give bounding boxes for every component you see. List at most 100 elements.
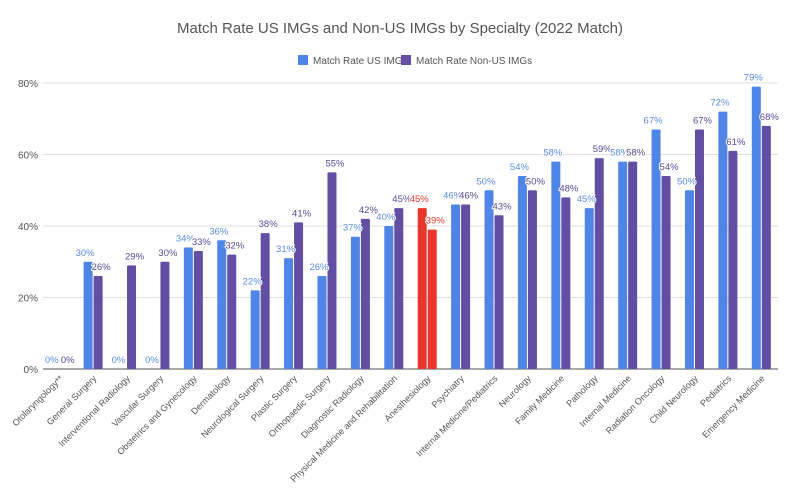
data-label: 46% xyxy=(443,191,463,202)
legend-swatch-non-us xyxy=(401,55,411,65)
data-label: 42% xyxy=(359,205,379,216)
chart-title: Match Rate US IMGs and Non-US IMGs by Sp… xyxy=(177,20,623,37)
data-label: 67% xyxy=(693,115,713,126)
data-label: 58% xyxy=(543,148,563,159)
x-tick-label: Pediatrics xyxy=(698,373,733,408)
legend: Match Rate US IMGs Match Rate Non-US IMG… xyxy=(298,55,532,67)
y-tick-label: 20% xyxy=(18,294,38,305)
data-label: 67% xyxy=(644,115,664,126)
bar-us xyxy=(183,247,193,369)
data-label: 59% xyxy=(593,144,613,155)
data-label: 61% xyxy=(726,137,746,148)
data-label: 72% xyxy=(710,98,730,109)
bar-non-us xyxy=(193,251,203,369)
bar-us xyxy=(618,161,628,369)
data-label: 37% xyxy=(343,223,363,234)
data-label: 58% xyxy=(610,148,630,159)
data-label: 50% xyxy=(477,176,497,187)
bar-us xyxy=(284,258,294,369)
x-tick-label: Diagnostic Radiology xyxy=(299,373,366,440)
x-tick-label: Radiation Oncology xyxy=(604,373,667,436)
data-label: 58% xyxy=(626,148,646,159)
data-label: 79% xyxy=(744,73,764,84)
bar-non-us xyxy=(327,172,337,369)
data-label: 45% xyxy=(392,194,412,205)
bar-non-us xyxy=(394,208,404,369)
bar-us xyxy=(384,226,394,369)
y-tick-label: 60% xyxy=(18,151,38,162)
bar-non-us xyxy=(694,129,704,369)
bar-non-us xyxy=(427,229,437,369)
bar-us xyxy=(451,204,461,369)
bar-us xyxy=(350,236,360,369)
data-label: 68% xyxy=(760,112,780,123)
bar-non-us xyxy=(527,190,537,369)
data-label: 36% xyxy=(209,226,229,237)
bar-us xyxy=(484,190,494,369)
data-label: 40% xyxy=(376,212,396,223)
data-label: 34% xyxy=(176,233,196,244)
data-label: 54% xyxy=(510,162,530,173)
data-label: 29% xyxy=(125,251,145,262)
data-label: 45% xyxy=(410,194,430,205)
data-label: 45% xyxy=(577,194,597,205)
x-tick-label: Emergency Medicine xyxy=(700,373,767,440)
bar-non-us xyxy=(761,125,771,370)
data-label: 0% xyxy=(45,355,59,366)
data-label: 38% xyxy=(259,219,279,230)
bar-us xyxy=(551,161,561,369)
y-tick-label: 0% xyxy=(24,365,39,376)
data-label: 30% xyxy=(76,248,96,259)
bar-non-us xyxy=(260,233,270,369)
data-label: 0% xyxy=(112,355,126,366)
data-label: 32% xyxy=(225,241,245,252)
bar-us xyxy=(250,290,260,369)
y-tick-label: 80% xyxy=(18,79,38,90)
bar-us xyxy=(317,276,327,369)
data-label: 50% xyxy=(677,176,697,187)
bar-non-us xyxy=(728,150,738,369)
data-label: 46% xyxy=(459,191,479,202)
bar-us xyxy=(651,129,661,369)
data-label: 33% xyxy=(192,237,212,248)
bar-non-us xyxy=(127,265,137,369)
data-label: 54% xyxy=(660,162,680,173)
x-tick-label: Neurological Surgery xyxy=(199,373,266,440)
data-label: 43% xyxy=(493,201,513,212)
data-label: 55% xyxy=(325,158,345,169)
data-label: 22% xyxy=(243,276,263,287)
bar-non-us xyxy=(594,158,604,369)
bar-non-us xyxy=(628,161,638,369)
bar-us xyxy=(83,261,93,369)
data-label: 0% xyxy=(145,355,159,366)
legend-label-non-us: Match Rate Non-US IMGs xyxy=(416,56,532,67)
bar-us xyxy=(417,208,427,369)
bar-us xyxy=(684,190,694,369)
bar-us xyxy=(718,111,728,369)
bar-us xyxy=(751,86,761,369)
legend-swatch-us xyxy=(298,55,308,65)
bar-us xyxy=(517,175,527,369)
legend-label-us: Match Rate US IMGs xyxy=(313,56,407,67)
data-label: 41% xyxy=(292,208,312,219)
data-label: 26% xyxy=(309,262,329,273)
bar-non-us xyxy=(294,222,304,369)
bar-non-us xyxy=(461,204,471,369)
bar-us xyxy=(217,240,227,369)
bar-non-us xyxy=(160,261,170,369)
data-label: 0% xyxy=(61,355,75,366)
bar-non-us xyxy=(360,218,370,369)
data-label: 31% xyxy=(276,244,296,255)
bar-non-us xyxy=(227,254,237,369)
bar-non-us xyxy=(494,215,504,369)
data-label: 48% xyxy=(559,183,579,194)
data-label: 50% xyxy=(526,176,546,187)
bar-us xyxy=(584,208,594,369)
bar-non-us xyxy=(561,197,571,369)
data-label: 30% xyxy=(158,248,178,259)
bar-non-us xyxy=(661,175,671,369)
data-label: 39% xyxy=(426,216,446,227)
x-tick-label: Orthopaedic Surgery xyxy=(267,373,333,439)
